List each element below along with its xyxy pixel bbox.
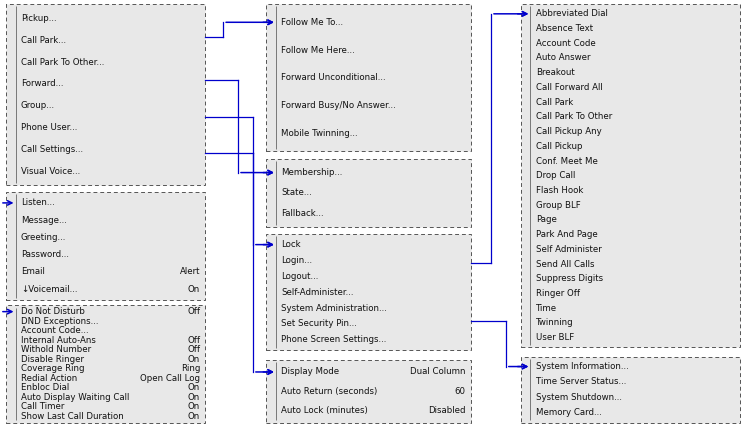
Bar	[266, 159, 471, 227]
Text: Self Administer: Self Administer	[536, 245, 601, 254]
Bar	[6, 192, 205, 300]
Bar	[521, 4, 740, 347]
Text: Twinning: Twinning	[536, 318, 574, 328]
Text: Pickup...: Pickup...	[21, 14, 57, 23]
Bar	[266, 360, 471, 423]
Text: System Information...: System Information...	[536, 362, 629, 371]
Text: Call Park To Other...: Call Park To Other...	[21, 58, 104, 66]
Text: Send All Calls: Send All Calls	[536, 259, 594, 268]
Text: Lock: Lock	[281, 240, 301, 249]
Text: Account Code...: Account Code...	[21, 326, 89, 335]
Text: Set Security Pin...: Set Security Pin...	[281, 320, 357, 328]
Text: Drop Call: Drop Call	[536, 171, 575, 180]
Text: On: On	[188, 383, 200, 392]
Text: Display Mode: Display Mode	[281, 368, 339, 377]
Text: Off: Off	[187, 336, 200, 345]
Text: Call Park To Other: Call Park To Other	[536, 112, 612, 121]
Text: Password...: Password...	[21, 250, 69, 259]
Bar	[521, 357, 740, 423]
Text: ↓Voicemail...: ↓Voicemail...	[21, 285, 77, 294]
Text: Enbloc Dial: Enbloc Dial	[21, 383, 69, 392]
Text: Ringer Off: Ringer Off	[536, 289, 580, 298]
Text: Mobile Twinning...: Mobile Twinning...	[281, 129, 358, 138]
Text: On: On	[188, 355, 200, 364]
Text: Abbreviated Dial: Abbreviated Dial	[536, 9, 608, 18]
Text: Phone Screen Settings...: Phone Screen Settings...	[281, 335, 387, 344]
Text: 60: 60	[455, 386, 466, 396]
Text: Login...: Login...	[281, 256, 312, 265]
Text: Visual Voice...: Visual Voice...	[21, 167, 80, 176]
Text: Membership...: Membership...	[281, 168, 342, 177]
Text: Forward...: Forward...	[21, 79, 63, 88]
Text: On: On	[188, 412, 200, 421]
Text: Auto Answer: Auto Answer	[536, 54, 590, 63]
Text: Auto Display Waiting Call: Auto Display Waiting Call	[21, 393, 129, 402]
Text: On: On	[188, 285, 200, 294]
Text: Listen...: Listen...	[21, 199, 54, 207]
Text: State...: State...	[281, 188, 312, 198]
Bar	[266, 4, 471, 151]
Text: Dual Column: Dual Column	[410, 368, 466, 377]
Text: Off: Off	[187, 345, 200, 354]
Text: Self-Administer...: Self-Administer...	[281, 288, 353, 297]
Text: Redial Action: Redial Action	[21, 374, 77, 383]
Text: Open Call Log: Open Call Log	[140, 374, 200, 383]
Text: DND Exceptions...: DND Exceptions...	[21, 317, 98, 325]
Text: Greeting...: Greeting...	[21, 233, 66, 242]
Text: Conf. Meet Me: Conf. Meet Me	[536, 156, 597, 166]
Text: Do Not Disturb: Do Not Disturb	[21, 307, 85, 316]
Text: Park And Page: Park And Page	[536, 230, 597, 239]
Text: On: On	[188, 403, 200, 412]
Text: Disable Ringer: Disable Ringer	[21, 355, 84, 364]
Text: Phone User...: Phone User...	[21, 123, 77, 132]
Text: Call Park...: Call Park...	[21, 36, 66, 45]
Text: Call Timer: Call Timer	[21, 403, 64, 412]
Text: User BLF: User BLF	[536, 333, 574, 342]
Text: Alert: Alert	[179, 268, 200, 276]
Text: Suppress Digits: Suppress Digits	[536, 274, 603, 283]
Text: Memory Card...: Memory Card...	[536, 408, 602, 417]
Text: Call Park: Call Park	[536, 98, 573, 106]
Text: Breakout: Breakout	[536, 68, 574, 77]
Bar	[6, 4, 205, 185]
Text: Call Forward All: Call Forward All	[536, 83, 603, 92]
Text: Absence Text: Absence Text	[536, 24, 593, 33]
Text: Flash Hook: Flash Hook	[536, 186, 583, 195]
Text: Off: Off	[187, 307, 200, 316]
Text: Call Pickup Any: Call Pickup Any	[536, 127, 601, 136]
Bar	[6, 305, 205, 423]
Text: Ring: Ring	[181, 364, 200, 373]
Text: Logout...: Logout...	[281, 272, 318, 281]
Text: Group BLF: Group BLF	[536, 201, 580, 210]
Text: Auto Return (seconds): Auto Return (seconds)	[281, 386, 377, 396]
Text: Time Server Status...: Time Server Status...	[536, 377, 626, 386]
Text: Forward Unconditional...: Forward Unconditional...	[281, 73, 386, 82]
Text: Call Pickup: Call Pickup	[536, 142, 582, 151]
Text: Email: Email	[21, 268, 45, 276]
Text: Call Settings...: Call Settings...	[21, 145, 83, 154]
Text: Group...: Group...	[21, 101, 55, 110]
Text: Follow Me To...: Follow Me To...	[281, 18, 344, 27]
Text: Time: Time	[536, 304, 557, 313]
Text: On: On	[188, 393, 200, 402]
Text: Follow Me Here...: Follow Me Here...	[281, 46, 355, 55]
Text: Fallback...: Fallback...	[281, 209, 324, 218]
Text: System Shutdown...: System Shutdown...	[536, 393, 622, 402]
Text: Coverage Ring: Coverage Ring	[21, 364, 84, 373]
Text: Message...: Message...	[21, 216, 67, 225]
Text: Show Last Call Duration: Show Last Call Duration	[21, 412, 124, 421]
Text: Account Code: Account Code	[536, 39, 595, 48]
Bar	[266, 234, 471, 350]
Text: Auto Lock (minutes): Auto Lock (minutes)	[281, 406, 368, 414]
Text: Page: Page	[536, 216, 557, 225]
Text: Disabled: Disabled	[429, 406, 466, 414]
Text: Forward Busy/No Answer...: Forward Busy/No Answer...	[281, 101, 396, 110]
Text: System Administration...: System Administration...	[281, 304, 387, 313]
Text: Withold Number: Withold Number	[21, 345, 91, 354]
Text: Internal Auto-Ans: Internal Auto-Ans	[21, 336, 96, 345]
